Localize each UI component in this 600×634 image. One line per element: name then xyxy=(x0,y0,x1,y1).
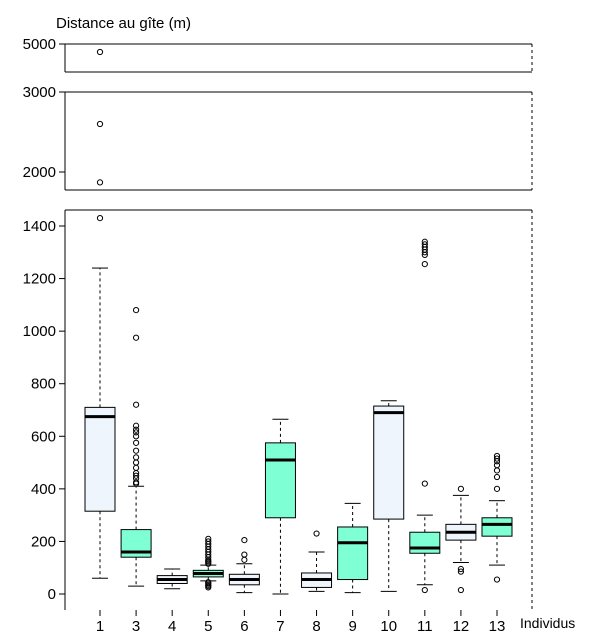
outlier-point xyxy=(132,429,140,436)
outlier-point xyxy=(132,447,140,454)
box-6 xyxy=(228,537,260,594)
outlier-point xyxy=(457,568,465,575)
outlier-point xyxy=(132,472,140,479)
outlier-point xyxy=(132,454,140,461)
outlier-point xyxy=(132,479,140,486)
box-12 xyxy=(445,485,477,594)
outlier-point xyxy=(457,565,465,573)
outlier-point xyxy=(241,537,248,544)
x-axis-label: Individus xyxy=(520,615,575,631)
outlier-point xyxy=(493,576,501,583)
y-tick-label: 2000 xyxy=(23,164,56,181)
outlier-point xyxy=(132,464,140,471)
box-iqr xyxy=(409,531,441,554)
y-tick-label: 3000 xyxy=(23,84,56,101)
box-iqr xyxy=(481,517,513,537)
boxes xyxy=(84,48,513,595)
box-10 xyxy=(373,400,405,592)
outlier-point xyxy=(493,467,501,474)
x-tick-label: 7 xyxy=(276,618,284,634)
box-7 xyxy=(264,418,296,595)
y-tick-label: 1200 xyxy=(23,271,56,288)
outlier-point xyxy=(96,120,104,128)
y-tick-label: 800 xyxy=(31,376,56,393)
outlier-point xyxy=(96,215,104,222)
outlier-point xyxy=(421,238,428,245)
x-tick-label: 12 xyxy=(453,618,470,634)
outlier-point xyxy=(205,538,212,545)
box-iqr xyxy=(337,526,369,581)
box-iqr xyxy=(264,442,296,519)
x-tick-label: 3 xyxy=(132,618,140,634)
x-tick-label: 4 xyxy=(168,618,176,634)
x-tick-label: 8 xyxy=(312,618,320,634)
outlier-point xyxy=(205,535,212,542)
box-5 xyxy=(192,535,224,591)
outlier-point xyxy=(493,455,501,462)
outlier-point xyxy=(132,439,140,446)
box-1 xyxy=(84,48,116,579)
outlier-point xyxy=(132,334,140,341)
y-tick-label: 200 xyxy=(31,533,56,550)
y-tick-label: 400 xyxy=(31,481,56,498)
outlier-point xyxy=(421,261,428,268)
y-tick-label: 1000 xyxy=(23,323,56,340)
outlier-point xyxy=(421,586,428,594)
x-tick-label: 11 xyxy=(417,618,433,634)
y-tick-label: 0 xyxy=(48,586,56,603)
y-axis-ticks: 0 200 400 600 800 1000 1200 1400 2000 3000 5000 xyxy=(23,36,65,603)
box-iqr xyxy=(373,405,405,520)
outlier-point xyxy=(493,452,501,460)
y-tick-label: 5000 xyxy=(23,36,56,53)
outlier-point xyxy=(132,459,140,466)
outlier-point xyxy=(205,579,212,586)
box-iqr xyxy=(84,406,116,512)
outlier-point xyxy=(493,485,501,492)
outlier-point xyxy=(132,422,140,429)
outlier-point xyxy=(493,473,501,481)
y-axis-label: Distance au gîte (m) xyxy=(56,15,191,32)
outlier-point xyxy=(313,530,320,537)
box-11 xyxy=(409,238,441,594)
outlier-point xyxy=(132,426,140,433)
box-3 xyxy=(120,307,152,587)
box-9 xyxy=(337,502,369,594)
x-tick-label: 5 xyxy=(204,618,212,634)
outlier-point xyxy=(96,48,104,56)
outlier-point xyxy=(421,480,428,487)
y-tick-label: 1400 xyxy=(23,218,56,235)
x-tick-label: 13 xyxy=(489,618,506,634)
outlier-point xyxy=(493,462,501,469)
x-tick-label: 1 xyxy=(96,618,104,634)
outlier-point xyxy=(457,586,465,594)
x-axis-ticks: 1 3 4 5 6 7 8 9 10 11 12 13 xyxy=(96,610,506,634)
x-tick-label: 9 xyxy=(348,618,356,634)
y-tick-label: 600 xyxy=(31,428,56,445)
x-tick-label: 6 xyxy=(240,618,248,634)
outlier-point xyxy=(241,556,248,563)
box-13 xyxy=(481,452,513,583)
outlier-point xyxy=(96,179,104,186)
x-tick-label: 10 xyxy=(380,618,397,634)
outlier-point xyxy=(132,307,140,314)
axis-panels xyxy=(64,43,533,610)
box-8 xyxy=(301,530,333,592)
outlier-point xyxy=(457,485,465,492)
outlier-point xyxy=(241,551,248,558)
outlier-point xyxy=(421,241,428,248)
outlier-point xyxy=(132,433,140,440)
outlier-point xyxy=(132,401,140,408)
box-4 xyxy=(156,568,188,590)
